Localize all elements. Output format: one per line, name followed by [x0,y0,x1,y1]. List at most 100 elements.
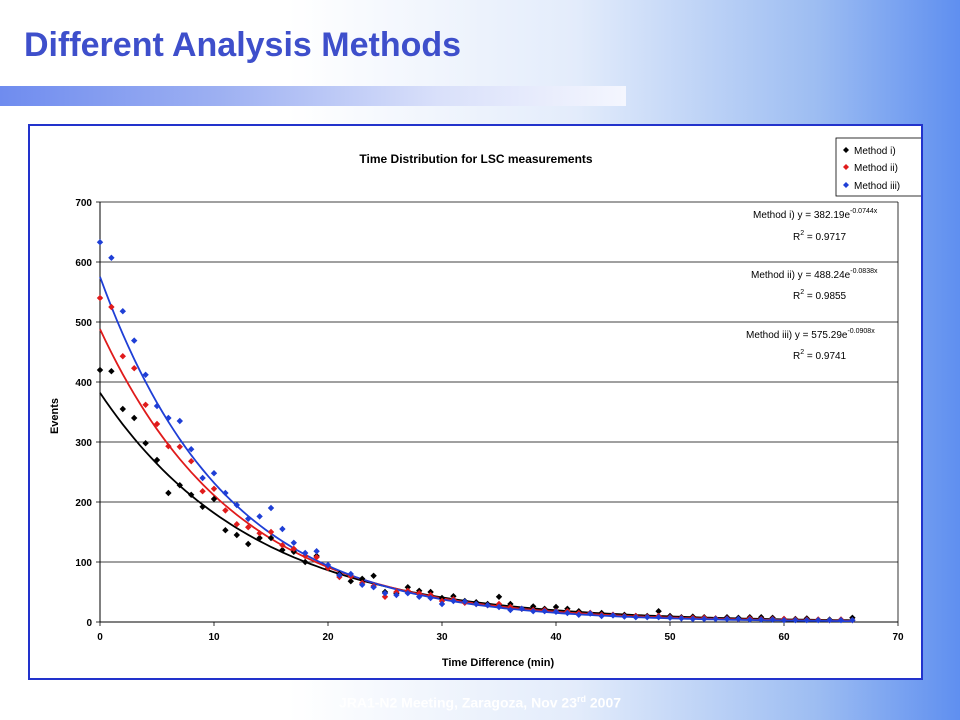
data-point [96,366,104,374]
data-point [165,443,172,450]
data-point [564,609,571,617]
data-point [279,525,286,533]
gridlines [100,201,898,563]
x-tick-label: 70 [892,632,904,643]
fit-equation: Method iii) y = 575.29e-0.0908x [746,328,875,341]
data-point [701,615,708,623]
data-point [245,540,252,548]
data-point [495,603,503,611]
data-point [370,572,377,579]
data-point [256,530,263,537]
data-point [199,503,206,510]
data-point [552,603,560,611]
fit-annotation-method-i: Method i) y = 382.19e-0.0744x R2 = 0.971… [753,208,878,243]
legend-item: Method i) [843,146,896,157]
data-point [735,615,742,623]
trendline [99,276,853,622]
data-point [210,485,218,492]
x-tick-label: 50 [664,632,676,643]
fit-annotation-method-iii: Method iii) y = 575.29e-0.0908x R2 = 0.9… [746,328,875,362]
x-tick-label: 30 [436,632,448,643]
x-tick-label: 20 [322,632,334,643]
data-point [108,254,115,261]
data-point [210,495,218,503]
data-point [188,491,195,498]
data-point [575,611,582,618]
fit-r2: R2 = 0.9855 [793,289,847,302]
fit-annotation-method-ii: Method ii) y = 488.24e-0.0838x R2 = 0.98… [751,268,878,302]
legend-marker-method-iii [843,182,849,188]
data-point [723,615,731,623]
data-point [96,294,104,302]
data-point [222,489,229,497]
data-point [256,534,263,542]
x-axis-label: Time Difference (min) [442,657,555,669]
y-tick-labels: 0 100 200 300 400 500 600 700 [75,198,92,629]
data-point [279,546,286,554]
data-point [233,501,240,509]
data-point [142,440,149,447]
data-point [632,614,639,621]
legend-item: Method ii) [843,163,898,174]
data-point [302,558,309,566]
y-tick-label: 500 [75,318,92,329]
data-point [267,504,275,512]
data-point [598,612,605,620]
data-point [324,561,332,569]
data-point [393,591,400,599]
data-point [210,470,218,477]
data-point [267,534,275,542]
data-point [119,353,126,360]
y-tick-label: 700 [75,198,92,209]
data-point [815,617,822,624]
data-point [165,414,172,422]
data-point [678,615,685,622]
x-tick-label: 40 [550,632,562,643]
data-point [108,303,115,311]
chart-svg: Time Distribution for LSC measurements 0… [49,137,921,669]
trendline [99,392,853,622]
x-tick-labels: 0 10 20 30 40 50 60 70 [97,632,904,643]
data-point [119,405,126,413]
legend-item: Method iii) [843,181,900,192]
data-point [655,614,662,621]
slide-footer: JRA1-N2 Meeting, Zaragoza, Nov 23rd 2007 [338,694,622,711]
data-point [587,610,594,617]
data-point [621,613,628,620]
data-point [108,368,115,375]
data-point [450,597,457,605]
data-point [267,528,275,536]
y-axis-label: Events [49,398,61,434]
axes [96,201,899,626]
fit-r2: R2 = 0.9717 [793,230,847,243]
title-accent-bar [0,86,626,106]
chart-title: Time Distribution for LSC measurements [359,152,592,166]
data-point [176,482,183,489]
data-point [507,606,514,614]
legend-box [835,137,921,197]
slide-title: Different Analysis Methods [24,26,462,64]
data-point [689,615,696,623]
data-point [233,531,240,539]
data-point [803,617,810,624]
data-point [176,417,183,425]
data-point [119,308,126,315]
y-tick-label: 400 [75,378,92,389]
data-point [96,239,104,246]
data-point [302,549,309,557]
data-point [769,616,776,623]
data-point [142,371,149,378]
fit-equation: Method ii) y = 488.24e-0.0838x [751,268,878,281]
data-point [461,598,468,605]
y-tick-label: 600 [75,258,92,269]
data-point [142,401,149,408]
data-point [381,590,389,597]
legend-marker-method-i [843,147,849,153]
data-point [176,443,183,450]
legend-label: Method i) [854,146,896,157]
chart-frame: Time Distribution for LSC measurements 0… [28,124,923,680]
legend: Method i) Method ii) Method iii) [835,137,921,197]
data-point [758,616,765,623]
data-point [609,612,617,619]
data-point [495,593,503,600]
